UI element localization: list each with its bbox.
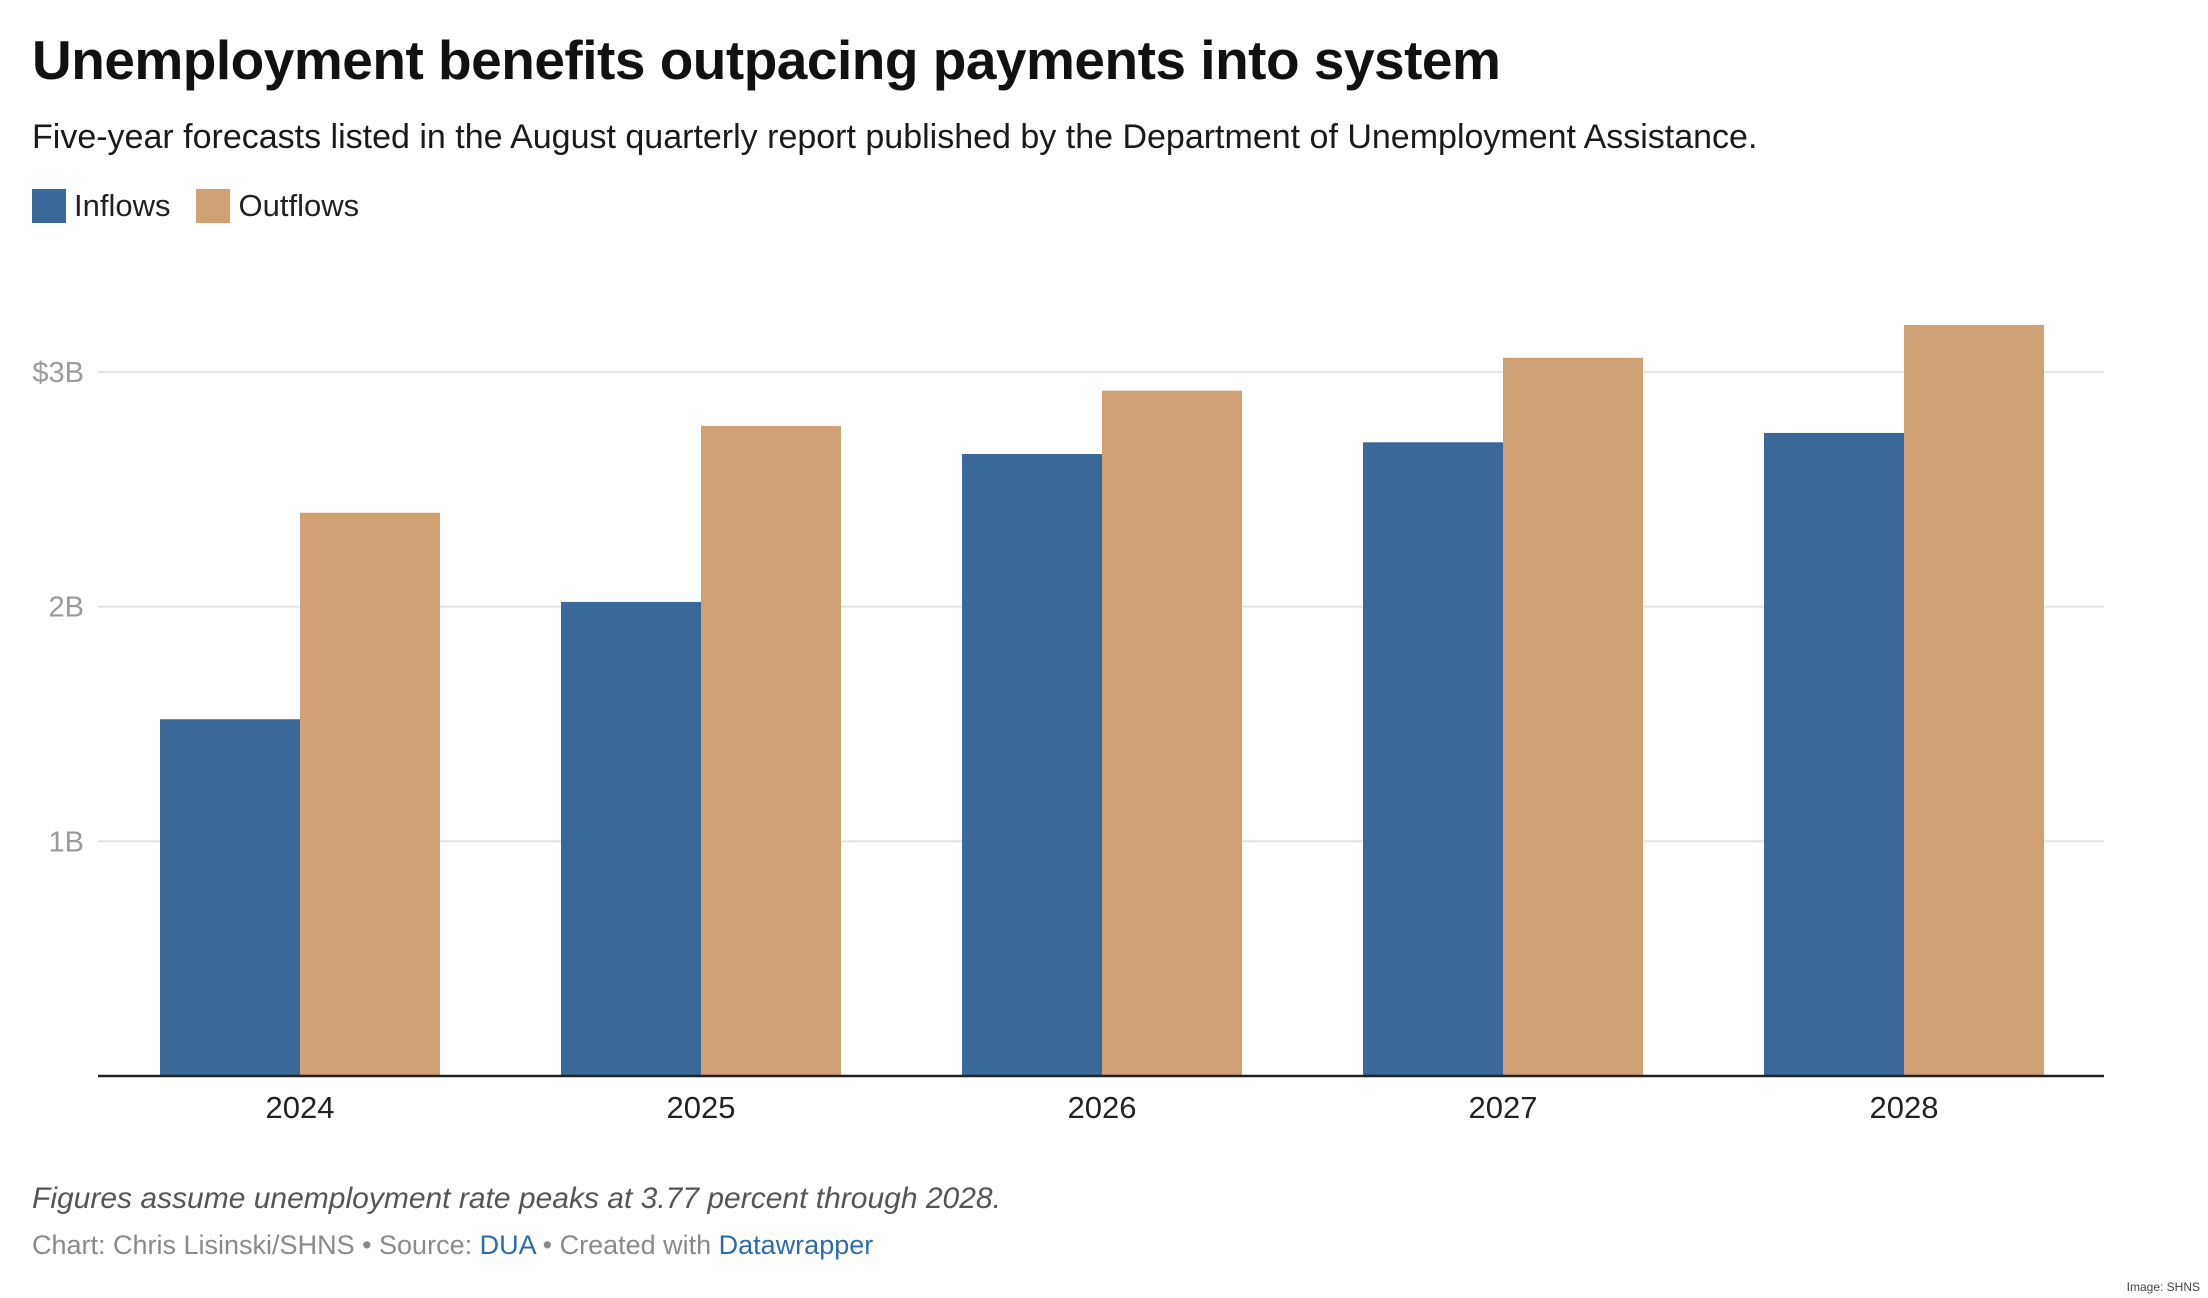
bar-inflows-2028	[1764, 432, 1904, 1076]
chart-subtitle: Five-year forecasts listed in the August…	[32, 118, 1758, 156]
legend-label-inflows: Inflows	[74, 188, 171, 223]
legend-item-outflows: Outflows	[196, 188, 359, 224]
bar-outflows-2027	[1503, 357, 1643, 1076]
legend: Inflows Outflows	[32, 188, 385, 224]
bars	[160, 324, 2044, 1077]
credit-sep-tool: • Created with	[535, 1230, 719, 1260]
bar-outflows-2025	[701, 425, 841, 1077]
bar-chart: 1B 2B $3B 2024 2025 2026 2027 2028	[32, 324, 2104, 1125]
chart-title: Unemployment benefits outpacing payments…	[32, 29, 1501, 91]
bar-inflows-2024	[160, 719, 300, 1076]
legend-swatch-inflows	[32, 189, 66, 223]
y-tick-label: 2B	[49, 592, 84, 624]
y-tick-label: 1B	[49, 826, 84, 858]
bar-outflows-2028	[1904, 324, 2044, 1077]
credit-author: Chart: Chris Lisinski/SHNS	[32, 1230, 355, 1260]
bar-inflows-2025	[561, 601, 701, 1076]
chart-note: Figures assume unemployment rate peaks a…	[32, 1182, 1001, 1215]
bar-outflows-2026	[1102, 390, 1242, 1076]
y-tick-label: $3B	[32, 357, 84, 389]
x-tick-label: 2024	[266, 1090, 335, 1125]
x-tick-label: 2028	[1870, 1090, 1939, 1125]
bar-inflows-2027	[1363, 442, 1503, 1076]
legend-item-inflows: Inflows	[32, 188, 170, 224]
x-tick-label: 2025	[667, 1090, 736, 1125]
bar-outflows-2024	[300, 512, 440, 1076]
x-tick-label: 2027	[1469, 1090, 1538, 1125]
x-tick-label: 2026	[1068, 1090, 1137, 1125]
chart-credits: Chart: Chris Lisinski/SHNS • Source: DUA…	[32, 1230, 873, 1261]
axes: 1B 2B $3B 2024 2025 2026 2027 2028	[32, 357, 2104, 1125]
legend-label-outflows: Outflows	[238, 188, 360, 223]
datawrapper-link[interactable]: Datawrapper	[718, 1230, 874, 1260]
legend-swatch-outflows	[196, 189, 231, 223]
source-link[interactable]: DUA	[479, 1230, 536, 1260]
image-credit: Image: SHNS	[2126, 1280, 2200, 1294]
bar-inflows-2026	[962, 454, 1102, 1076]
credit-sep-source: • Source:	[354, 1230, 480, 1260]
